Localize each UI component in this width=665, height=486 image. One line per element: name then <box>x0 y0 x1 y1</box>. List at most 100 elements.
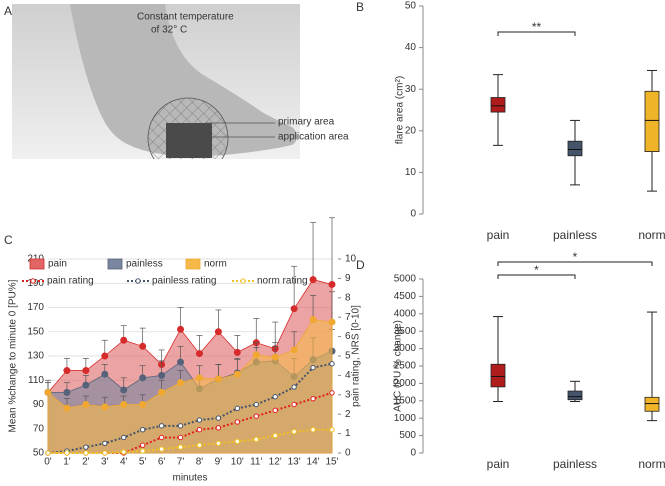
point <box>234 405 241 412</box>
point <box>139 427 146 433</box>
y2-tick-label: 4 <box>345 370 351 381</box>
point <box>64 450 70 456</box>
legend-label: norm <box>204 259 227 270</box>
legend-swatch <box>107 258 123 270</box>
point <box>215 425 222 431</box>
legend-swatch <box>30 278 36 284</box>
point <box>310 427 316 433</box>
legend-label: pain rating <box>47 276 94 287</box>
line <box>48 428 332 454</box>
x-tick-label: norm <box>638 228 665 242</box>
point <box>215 415 222 421</box>
y-tick-label: 90 <box>33 399 45 410</box>
point <box>291 384 297 390</box>
y2-tick-label: 6 <box>345 331 351 342</box>
x-tick-label: 13' <box>288 457 301 468</box>
point <box>139 442 146 448</box>
y2-tick-label: 1 <box>345 428 351 439</box>
x-tick-label: 11' <box>250 457 262 468</box>
point <box>233 370 241 378</box>
point <box>215 440 222 446</box>
point <box>44 388 52 396</box>
point <box>234 419 241 425</box>
point <box>196 442 203 448</box>
point <box>139 448 146 454</box>
y2-tick-label: 7 <box>345 312 351 323</box>
x-tick-label: painless <box>553 228 597 242</box>
y-tick-label: 10 <box>405 167 417 178</box>
point <box>101 403 109 411</box>
point <box>63 388 71 396</box>
application-area <box>166 123 212 158</box>
x-tick-label: 12' <box>269 457 282 468</box>
point <box>309 316 317 324</box>
point <box>291 428 297 435</box>
point <box>158 388 166 396</box>
significance-bracket <box>497 261 653 266</box>
x-tick-label: 8' <box>196 457 204 468</box>
point <box>234 438 241 445</box>
point <box>139 401 147 408</box>
point <box>177 444 184 450</box>
point <box>290 305 298 313</box>
box <box>490 97 506 113</box>
annotation: Constant temperature <box>137 12 234 23</box>
y-tick-label: 150 <box>27 326 44 337</box>
y-tick-label: 70 <box>33 423 45 434</box>
point <box>195 374 203 382</box>
point <box>253 401 259 408</box>
legend-label: norm rating <box>257 276 308 287</box>
annotation: application area <box>278 132 349 143</box>
point <box>329 427 335 433</box>
y-tick-label: 2500 <box>394 361 417 372</box>
point <box>45 450 51 456</box>
x-tick-label: 15' <box>325 457 338 468</box>
significance-label: * <box>534 263 539 277</box>
y-tick-label: 1500 <box>394 395 417 406</box>
point <box>291 401 297 408</box>
significance-bracket <box>497 31 576 36</box>
y2-tick-label: 3 <box>345 389 351 400</box>
x-tick-label: 5' <box>139 457 147 468</box>
x-tick-label: pain <box>487 457 510 471</box>
panel-label: A <box>4 4 12 18</box>
y-tick-label: 40 <box>405 42 417 53</box>
point <box>214 328 222 336</box>
point <box>158 446 165 452</box>
y-tick-label: 4000 <box>394 308 417 319</box>
point <box>214 375 222 383</box>
point <box>82 381 90 389</box>
y-axis-label: flare area (cm²) <box>395 76 406 144</box>
y-tick-label: 500 <box>399 430 416 441</box>
y2-tick-label: 10 <box>345 254 357 265</box>
point <box>120 336 128 344</box>
legend-swatch <box>29 258 45 270</box>
panel-label: B <box>356 0 364 14</box>
y-tick-label: 2000 <box>394 378 417 389</box>
point <box>177 434 184 441</box>
point <box>158 434 165 441</box>
point <box>253 436 259 443</box>
point <box>177 423 184 429</box>
box <box>644 396 660 412</box>
line <box>47 362 333 454</box>
x-axis-label: minutes <box>172 473 207 484</box>
point <box>158 371 166 379</box>
x-tick-label: 6' <box>158 457 166 468</box>
point <box>252 351 260 359</box>
y-tick-label: 0 <box>410 209 416 220</box>
significance-label: ** <box>532 20 542 34</box>
box <box>567 140 583 157</box>
y-tick-label: 50 <box>33 448 45 459</box>
point <box>328 280 336 288</box>
point <box>139 374 147 382</box>
point <box>310 364 316 371</box>
point <box>120 401 128 408</box>
point <box>309 276 317 284</box>
legend-swatch <box>185 258 201 270</box>
point <box>272 432 278 439</box>
x-tick-label: 14' <box>307 457 320 468</box>
y-tick-label: 3000 <box>394 343 417 354</box>
x-tick-label: painless <box>553 457 597 471</box>
